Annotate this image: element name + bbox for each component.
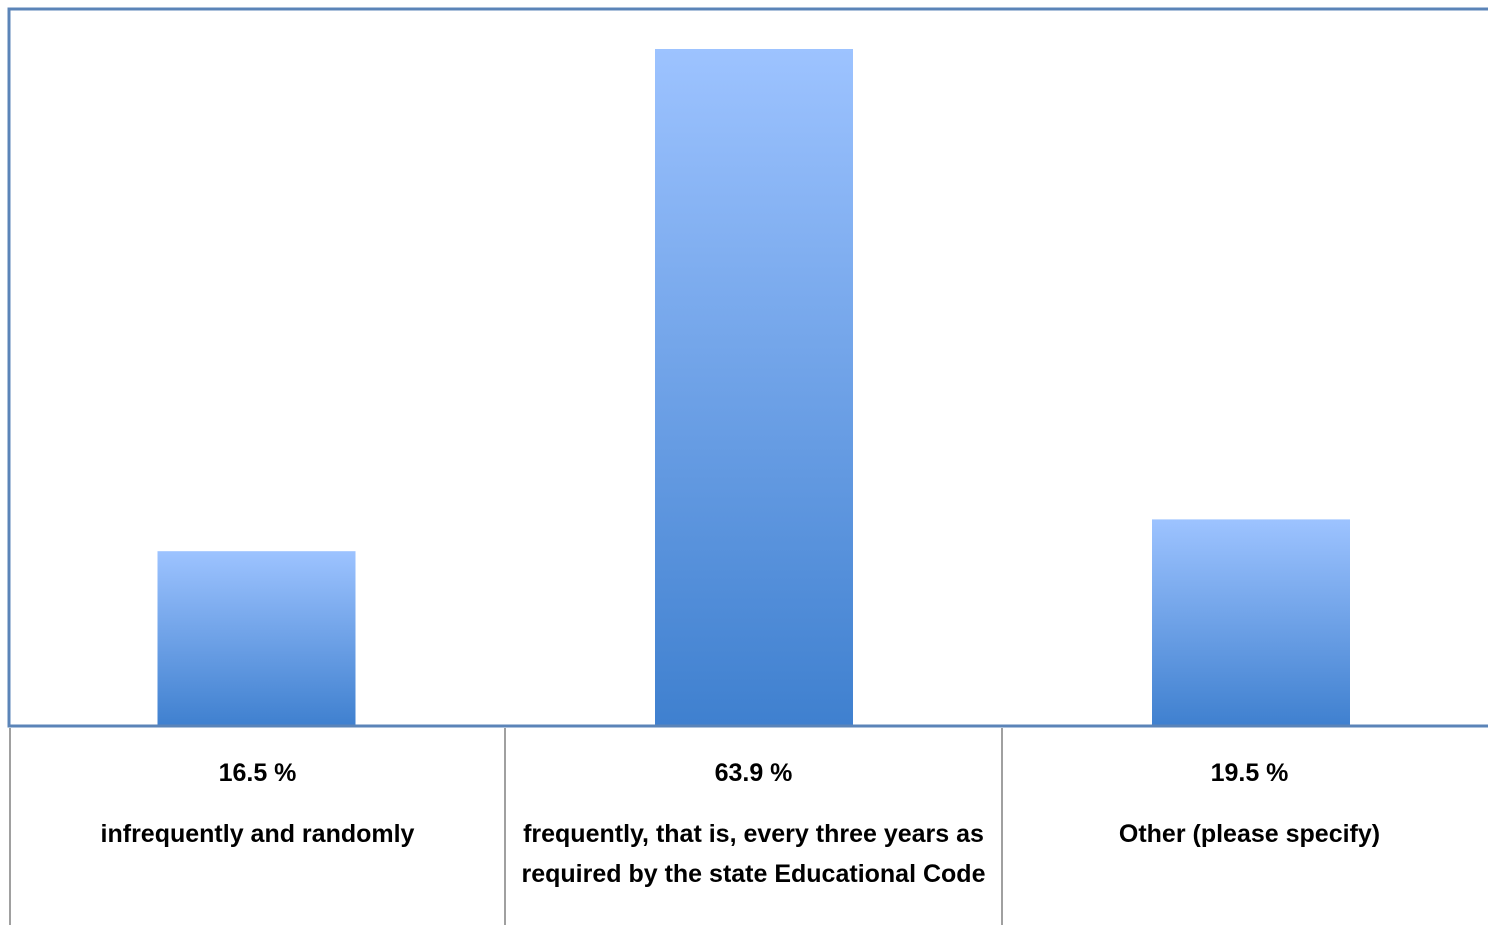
bar-2 (655, 49, 853, 726)
value-label-1: 16.5 % (218, 759, 297, 787)
category-label-3: Other (please specify) (1118, 820, 1381, 848)
category-label-1: infrequently and randomly (100, 820, 415, 848)
value-label-2: 63.9 % (714, 759, 793, 787)
category-cell-3: 19.5 % Other (please specify) (1002, 730, 1488, 925)
category-cell-1: 16.5 % infrequently and randomly (10, 730, 505, 925)
bar-1 (157, 551, 356, 726)
bar-3 (1152, 519, 1350, 726)
value-label-3: 19.5 % (1210, 759, 1289, 787)
category-label-2: frequently, that is, every three years a… (521, 820, 986, 888)
category-cell-2: 63.9 % frequently, that is, every three … (505, 730, 1002, 925)
